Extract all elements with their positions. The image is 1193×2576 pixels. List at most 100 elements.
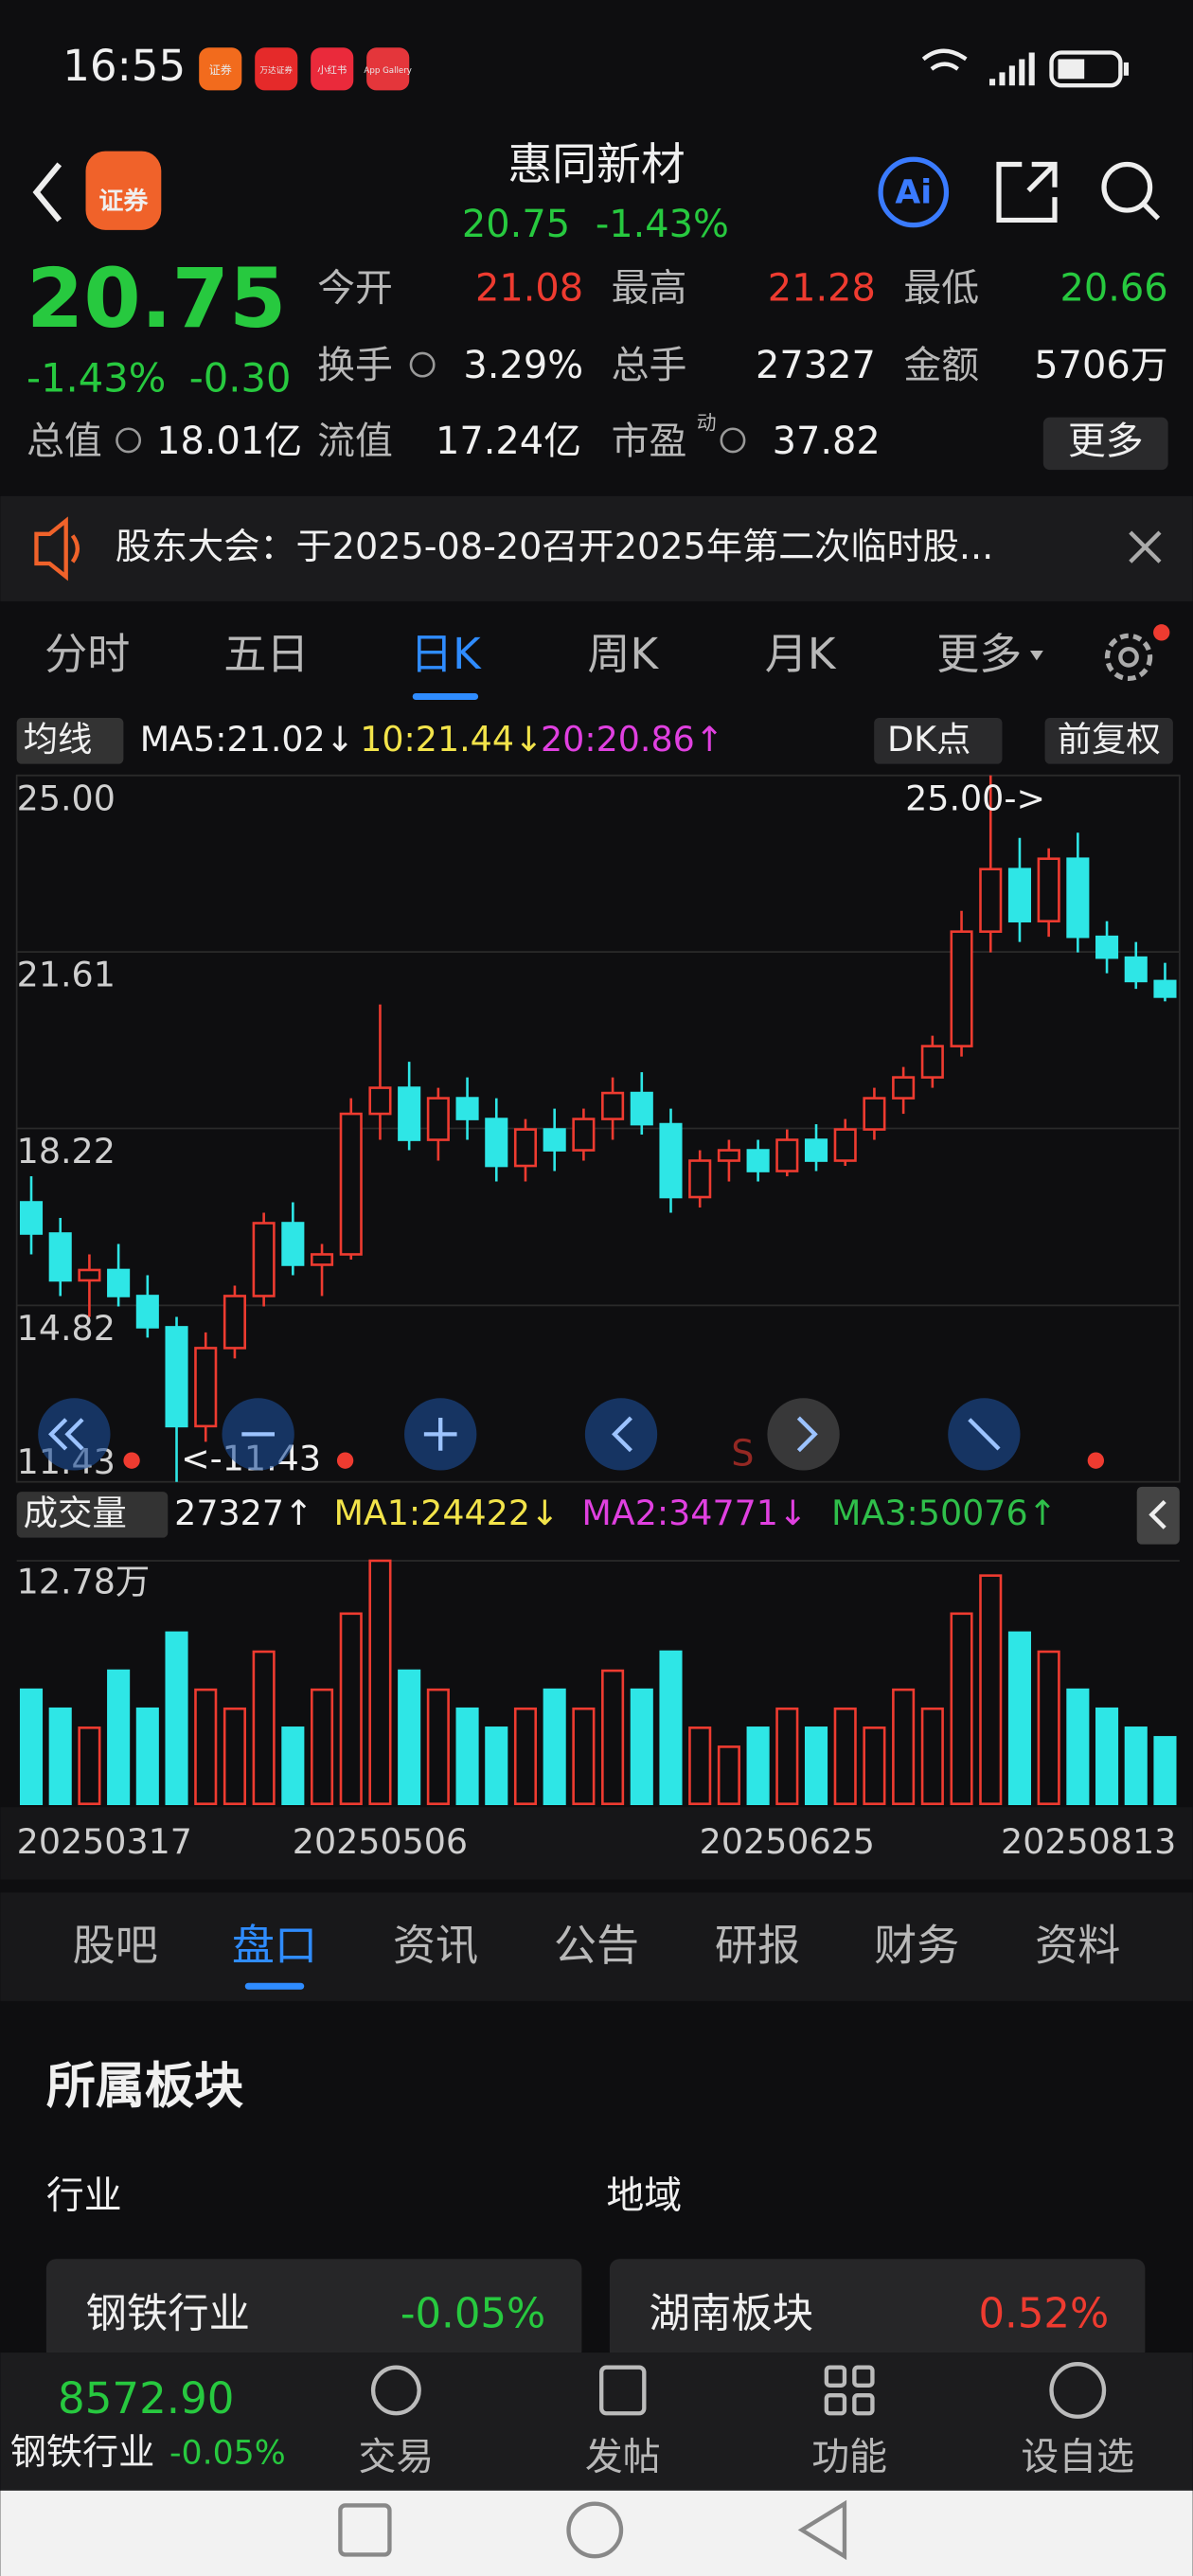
chart-controls[interactable]: S [38, 1398, 1105, 1474]
index-value[interactable]: 8572.90 [58, 2373, 234, 2424]
volume-item: 27327↑ [174, 1493, 312, 1533]
detail-tab[interactable]: 资讯 [393, 1920, 478, 1970]
volume-bar [252, 1650, 276, 1805]
volume-bar [78, 1726, 101, 1805]
candle-body [833, 1128, 857, 1162]
chart-tab[interactable]: 分时 [45, 629, 130, 679]
collapse-icon [1148, 1499, 1166, 1530]
notice-text[interactable]: 股东大会：于2025-08-20召开2025年第二次临时股... [116, 526, 994, 567]
candle-body [543, 1128, 566, 1152]
header-change: -1.43% [596, 203, 729, 246]
detail-tab-bar [0, 1892, 1193, 2001]
more-label: 更多 [1068, 420, 1144, 463]
detail-tab[interactable]: 股吧 [73, 1920, 158, 1970]
candle-body [601, 1091, 625, 1120]
field-value: 37.82 [773, 420, 881, 463]
field-label: 今开 [317, 267, 393, 311]
field-label: 换手 [317, 344, 393, 387]
bottom-bar [0, 2352, 1193, 2491]
collapse-button[interactable] [1136, 1486, 1180, 1545]
volume-bar [572, 1707, 596, 1805]
volume-bar [1066, 1688, 1090, 1805]
high-annotation: 25.00-> [905, 778, 1045, 818]
volume-bar [775, 1707, 799, 1805]
candle-body [892, 1076, 916, 1100]
nav-label[interactable]: 交易 [358, 2435, 434, 2478]
field-label: 最高 [612, 267, 687, 311]
nav-label[interactable]: 设自选 [1021, 2435, 1134, 2478]
detail-tab[interactable]: 盘口 [232, 1920, 317, 1970]
ma-label: 均线 [24, 719, 93, 760]
dk-button[interactable] [874, 718, 1003, 764]
x-tick-label: 20250506 [293, 1821, 468, 1862]
header-price: 20.75 [462, 203, 570, 246]
volume-bar [1153, 1736, 1177, 1805]
region-change: 0.52% [978, 2290, 1109, 2337]
y-tick-label: 21.61 [17, 955, 116, 995]
back-button[interactable] [32, 162, 62, 223]
volume-bar [746, 1726, 770, 1805]
detail-tab[interactable]: 研报 [715, 1920, 800, 1970]
volume-bar [543, 1688, 566, 1805]
volume-bar [19, 1688, 44, 1805]
detail-tab[interactable]: 资料 [1035, 1920, 1120, 1970]
chart-tab[interactable]: 周K [587, 629, 659, 679]
industry-name: 钢铁行业 [86, 2290, 250, 2337]
volume-bar [979, 1574, 1003, 1805]
volume-bar [107, 1669, 131, 1805]
volume-bar [339, 1612, 363, 1805]
chart-tab[interactable]: 日K [410, 629, 482, 679]
candle-body [950, 930, 973, 1047]
industry-change: -0.05% [401, 2290, 545, 2337]
candle-body [368, 1086, 392, 1116]
volume-item: MA1:24422↓ [333, 1493, 559, 1533]
volume-bar [223, 1707, 246, 1805]
app-label: 万达证券 [259, 64, 293, 76]
candle-body [1153, 979, 1177, 998]
volume-bar [194, 1688, 218, 1805]
field-value: 17.24亿 [436, 420, 581, 463]
field-label: 最低 [903, 267, 979, 311]
candle-body [863, 1097, 886, 1131]
volume-label: 成交量 [24, 1493, 127, 1533]
detail-tab[interactable]: 公告 [554, 1920, 639, 1970]
candle-body [688, 1159, 712, 1199]
nav-icons [370, 2362, 1107, 2419]
app-icons [199, 47, 410, 91]
volume-button[interactable] [16, 1492, 169, 1538]
app-label: 小红书 [317, 64, 347, 77]
volume-bar [630, 1688, 653, 1805]
field-label: 总手 [612, 344, 687, 387]
more-button[interactable] [1042, 417, 1168, 471]
ma-button[interactable] [16, 718, 124, 764]
volume-bar [485, 1726, 508, 1805]
speaker-icon [34, 516, 80, 581]
chart-tab[interactable]: 更多 [936, 629, 1022, 679]
volume-item: MA3:50076↑ [831, 1493, 1057, 1533]
industry-card[interactable] [45, 2259, 582, 2361]
candle-body [513, 1128, 538, 1168]
adjust-button[interactable] [1044, 718, 1173, 764]
settings-icon[interactable] [1104, 624, 1170, 682]
chart-tabs: 分时 五日 日K 周K 月K 更多 [45, 629, 1043, 700]
sector-title: 所属板块 [46, 2059, 243, 2116]
nav-label[interactable]: 功能 [811, 2435, 887, 2478]
system-buttons[interactable] [338, 2499, 847, 2561]
kline-chart: 25.0021.6118.2214.8211.4312.78万202503172… [0, 774, 1193, 1880]
app-label: 证券 [209, 63, 232, 77]
header-icons[interactable]: Ai [878, 156, 1161, 228]
price: 20.75 [27, 251, 286, 347]
chart-tab[interactable]: 五日 [223, 629, 309, 679]
candle-body [630, 1091, 653, 1126]
region-card[interactable] [609, 2259, 1146, 2361]
volume-bar [659, 1650, 683, 1805]
nav-label[interactable]: 发帖 [585, 2435, 661, 2478]
chart-tab[interactable]: 月K [765, 629, 837, 679]
detail-tab[interactable]: 财务 [874, 1920, 959, 1970]
close-notice[interactable] [1129, 530, 1162, 564]
region-label: 地域 [606, 2174, 682, 2218]
change-pct: -1.43% [27, 354, 166, 401]
x-tick-label: 20250625 [700, 1821, 875, 1862]
volume-bar [863, 1726, 886, 1805]
